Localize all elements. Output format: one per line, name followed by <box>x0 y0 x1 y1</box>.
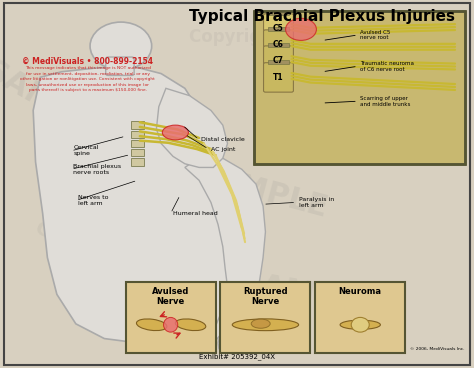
Text: Avulsed C5
nerve root: Avulsed C5 nerve root <box>360 29 391 40</box>
Bar <box>131 140 144 147</box>
Text: Copyright: Copyright <box>32 219 138 282</box>
Text: Traumatic neuroma
of C6 nerve root: Traumatic neuroma of C6 nerve root <box>360 61 414 72</box>
Text: T1: T1 <box>273 73 284 82</box>
Text: MediVisuals: MediVisuals <box>77 123 207 186</box>
Text: Exhibit# 205392_04X: Exhibit# 205392_04X <box>199 353 275 360</box>
Text: Paralysis in
left arm: Paralysis in left arm <box>299 197 334 208</box>
Text: Ruptured
Nerve: Ruptured Nerve <box>243 287 288 307</box>
Text: Nerves to
left arm: Nerves to left arm <box>78 195 109 206</box>
Polygon shape <box>156 88 228 167</box>
Bar <box>126 282 216 353</box>
FancyBboxPatch shape <box>264 46 293 75</box>
Ellipse shape <box>340 320 380 329</box>
Text: © 2006, MediVisuals Inc.: © 2006, MediVisuals Inc. <box>410 347 465 351</box>
Text: Neuroma: Neuroma <box>339 287 382 296</box>
Bar <box>268 27 289 31</box>
FancyBboxPatch shape <box>264 30 293 59</box>
Ellipse shape <box>175 319 206 330</box>
Text: C5: C5 <box>273 24 284 33</box>
Bar <box>268 60 289 64</box>
Polygon shape <box>33 66 242 344</box>
Text: Brachial plexus
nerve roots: Brachial plexus nerve roots <box>73 164 122 175</box>
Ellipse shape <box>251 319 270 328</box>
Bar <box>131 131 144 138</box>
Text: SAMPLE: SAMPLE <box>0 56 115 150</box>
Ellipse shape <box>164 317 178 332</box>
Text: SAMPLE: SAMPLE <box>237 268 379 321</box>
Text: Copyright M: Copyright M <box>189 28 304 46</box>
Text: Copyright: Copyright <box>126 297 234 351</box>
Ellipse shape <box>162 125 188 140</box>
Ellipse shape <box>232 319 299 330</box>
Text: Distal clavicle: Distal clavicle <box>201 137 245 142</box>
Bar <box>131 158 144 166</box>
Circle shape <box>90 22 152 70</box>
Bar <box>254 11 465 164</box>
Polygon shape <box>185 155 265 305</box>
Text: © MediVisuals • 800-899-2154: © MediVisuals • 800-899-2154 <box>22 57 153 66</box>
FancyBboxPatch shape <box>106 57 134 75</box>
Ellipse shape <box>285 18 316 40</box>
Ellipse shape <box>137 319 167 330</box>
Polygon shape <box>213 299 251 353</box>
Text: AC joint: AC joint <box>211 146 235 152</box>
Bar <box>220 282 310 353</box>
Text: MediVis: MediVis <box>297 138 385 171</box>
Bar <box>268 11 289 15</box>
Bar <box>131 121 144 129</box>
Bar <box>268 43 289 47</box>
Text: SAMPLE: SAMPLE <box>190 159 331 223</box>
FancyBboxPatch shape <box>264 14 293 43</box>
Bar <box>131 149 144 156</box>
Bar <box>254 11 465 164</box>
Text: Humeral head: Humeral head <box>173 211 218 216</box>
Text: Avulsed
Nerve: Avulsed Nerve <box>152 287 189 307</box>
Text: This message indicates that this image is NOT authorized
for use in settlement, : This message indicates that this image i… <box>20 66 155 92</box>
Text: Typical Brachial Plexus Injuries: Typical Brachial Plexus Injuries <box>189 9 456 24</box>
FancyBboxPatch shape <box>264 63 293 92</box>
Bar <box>315 282 405 353</box>
Text: Cervical
spine: Cervical spine <box>73 145 99 156</box>
Ellipse shape <box>351 317 369 332</box>
Text: C7: C7 <box>273 56 284 65</box>
Text: C6: C6 <box>273 40 284 49</box>
Text: Scarring of upper
and middle trunks: Scarring of upper and middle trunks <box>360 96 410 107</box>
